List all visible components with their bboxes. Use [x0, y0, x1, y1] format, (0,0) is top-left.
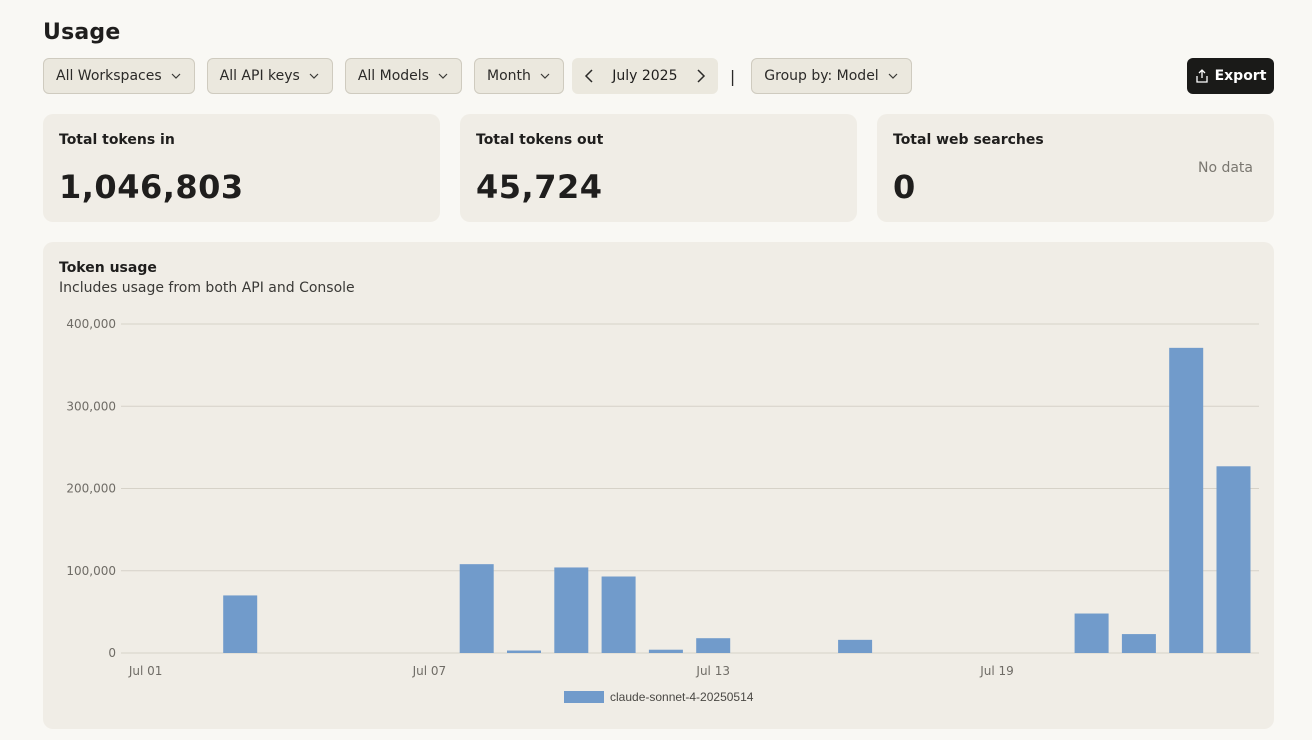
- y-tick-label: 100,000: [66, 564, 116, 578]
- workspace-dropdown-label: All Workspaces: [56, 68, 162, 84]
- bar: [459, 564, 494, 653]
- y-tick-label: 0: [108, 646, 116, 660]
- filter-toolbar: All Workspaces All API keys All Models M…: [43, 58, 924, 94]
- date-navigator: July 2025: [571, 58, 718, 94]
- stat-label: Total tokens out: [476, 132, 604, 148]
- bar: [507, 650, 541, 653]
- legend-swatch: [564, 691, 604, 703]
- bar: [1216, 466, 1251, 653]
- no-data-note: No data: [1197, 160, 1253, 176]
- x-tick-label: Jul 19: [979, 664, 1014, 678]
- bar: [1169, 347, 1204, 653]
- stat-card-tokens-out: Total tokens out 45,724: [460, 114, 857, 222]
- period-dropdown[interactable]: Month: [473, 58, 564, 94]
- x-tick-label: Jul 07: [412, 664, 447, 678]
- chart-subtitle: Includes usage from both API and Console: [59, 280, 355, 296]
- stat-card-tokens-in: Total tokens in 1,046,803: [43, 114, 440, 222]
- chevron-down-icon: [888, 73, 898, 79]
- chevron-left-icon[interactable]: [582, 68, 598, 84]
- token-usage-chart-card: Token usage Includes usage from both API…: [43, 242, 1274, 729]
- page-title: Usage: [43, 20, 121, 45]
- bar: [1121, 634, 1156, 653]
- stat-value: 1,046,803: [59, 168, 244, 206]
- export-button-label: Export: [1214, 68, 1267, 84]
- group-by-dropdown[interactable]: Group by: Model: [751, 58, 912, 94]
- bar: [1074, 613, 1109, 653]
- bar: [554, 567, 589, 653]
- x-tick-label: Jul 13: [695, 664, 730, 678]
- bar: [601, 576, 636, 653]
- api-keys-dropdown[interactable]: All API keys: [206, 58, 333, 94]
- stat-card-web-searches: Total web searches 0 No data: [877, 114, 1274, 222]
- date-label: July 2025: [612, 68, 678, 84]
- workspace-dropdown[interactable]: All Workspaces: [43, 58, 195, 94]
- bar: [838, 639, 873, 653]
- chevron-down-icon: [438, 73, 448, 79]
- bar: [648, 649, 683, 653]
- group-by-dropdown-label: Group by: Model: [764, 68, 879, 84]
- chart-title: Token usage: [59, 260, 157, 276]
- x-tick-label: Jul 01: [128, 664, 163, 678]
- share-icon: [1195, 69, 1208, 83]
- stat-label: Total web searches: [893, 132, 1044, 148]
- y-tick-label: 200,000: [66, 482, 116, 496]
- stat-value: 45,724: [476, 168, 603, 206]
- export-button[interactable]: Export: [1187, 58, 1274, 94]
- toolbar-divider: |: [729, 66, 736, 86]
- period-dropdown-label: Month: [486, 68, 531, 84]
- chevron-down-icon: [309, 73, 319, 79]
- token-usage-bar-chart: 0 100,000 200,000 300,000 400,000 Jul 01 Jul 0…: [66, 317, 1259, 704]
- stat-label: Total tokens in: [59, 132, 175, 148]
- legend-label: claude-sonnet-4-20250514: [610, 690, 754, 704]
- y-tick-label: 300,000: [66, 399, 116, 413]
- api-keys-dropdown-label: All API keys: [219, 68, 300, 84]
- y-tick-label: 400,000: [66, 317, 116, 331]
- models-dropdown[interactable]: All Models: [344, 58, 462, 94]
- chevron-down-icon: [171, 73, 181, 79]
- models-dropdown-label: All Models: [357, 68, 429, 84]
- bar: [223, 595, 258, 653]
- chevron-down-icon: [540, 73, 550, 79]
- stat-value: 0: [893, 168, 916, 206]
- chevron-right-icon[interactable]: [692, 68, 708, 84]
- bar: [696, 638, 731, 653]
